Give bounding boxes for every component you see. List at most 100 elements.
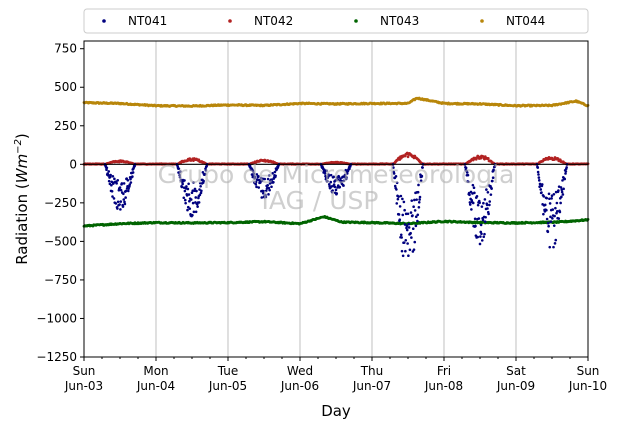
- data-point: [119, 188, 123, 192]
- data-point: [271, 171, 274, 175]
- data-point: [122, 192, 125, 196]
- data-point: [474, 224, 477, 228]
- data-point: [493, 165, 496, 169]
- data-point: [267, 174, 271, 177]
- data-point: [108, 175, 112, 179]
- data-point: [332, 183, 336, 186]
- data-point: [266, 177, 270, 181]
- data-point: [417, 205, 421, 209]
- data-point: [404, 212, 408, 216]
- data-point: [413, 209, 417, 212]
- data-point: [110, 189, 114, 193]
- data-point: [252, 172, 256, 175]
- data-point: [558, 210, 562, 214]
- data-point: [131, 175, 134, 178]
- data-point: [552, 245, 555, 249]
- y-tick-label: 500: [54, 80, 77, 94]
- data-point: [551, 208, 555, 211]
- data-point: [179, 178, 183, 182]
- x-tick-date-label: Jun-05: [208, 379, 247, 393]
- data-point: [465, 171, 469, 174]
- data-point: [557, 217, 561, 220]
- data-point: [339, 177, 342, 181]
- data-point: [540, 183, 544, 186]
- data-point: [485, 188, 488, 191]
- data-point: [414, 215, 418, 218]
- data-point: [490, 187, 493, 190]
- data-point: [332, 175, 336, 179]
- data-point: [116, 179, 120, 182]
- y-tick-label: −1250: [36, 350, 77, 364]
- data-point: [482, 235, 486, 239]
- data-point: [480, 205, 484, 208]
- data-point: [416, 213, 420, 217]
- data-point: [264, 195, 268, 199]
- data-point: [395, 188, 398, 191]
- data-point: [177, 167, 181, 170]
- data-point: [194, 196, 198, 199]
- y-axis-title: Radiation (Wm−2): [13, 133, 31, 265]
- data-point: [403, 208, 406, 212]
- x-tick-day-label: Tue: [217, 364, 239, 378]
- data-point: [405, 224, 409, 228]
- data-point: [538, 185, 541, 188]
- data-point: [395, 202, 399, 205]
- data-point: [483, 220, 487, 223]
- data-point: [555, 209, 559, 213]
- data-point: [482, 201, 485, 205]
- series-NT041: [103, 163, 569, 258]
- data-point: [548, 202, 552, 205]
- data-point: [489, 193, 493, 196]
- data-point: [413, 240, 417, 244]
- data-point: [342, 184, 345, 187]
- data-point: [187, 182, 190, 186]
- data-point: [488, 203, 491, 207]
- y-tick-label: −750: [44, 273, 77, 287]
- data-point: [329, 180, 333, 184]
- data-point: [199, 184, 202, 188]
- data-point: [183, 198, 187, 202]
- data-point: [467, 180, 470, 184]
- x-axis: SunJun-03MonJun-04TueJun-05WedJun-06ThuJ…: [64, 357, 607, 393]
- data-point: [181, 182, 184, 186]
- data-point: [549, 220, 553, 223]
- data-point: [122, 182, 126, 185]
- data-point: [406, 155, 410, 159]
- data-point: [542, 212, 545, 216]
- data-point: [479, 223, 483, 227]
- x-tick-day-label: Sat: [506, 364, 526, 378]
- data-point: [555, 211, 558, 215]
- data-point: [178, 173, 181, 177]
- data-point: [564, 170, 568, 173]
- data-point: [202, 179, 205, 183]
- legend-label-NT044: NT044: [506, 14, 545, 28]
- data-point: [487, 212, 490, 216]
- data-point: [340, 179, 343, 183]
- data-point: [409, 211, 413, 214]
- data-point: [273, 170, 277, 174]
- data-point: [480, 239, 484, 242]
- data-point: [107, 179, 111, 183]
- data-point: [116, 207, 119, 210]
- data-point: [198, 188, 201, 191]
- watermark: Grupo de Micrometeorologia IAG / USP: [158, 160, 515, 215]
- data-point: [260, 196, 264, 199]
- data-point: [338, 185, 342, 189]
- data-point: [399, 233, 403, 237]
- data-point: [476, 235, 480, 239]
- data-point: [267, 186, 271, 190]
- data-point: [127, 187, 130, 190]
- y-tick-label: −1000: [36, 311, 77, 325]
- data-point: [564, 172, 567, 175]
- data-point: [406, 212, 410, 216]
- data-point: [548, 197, 551, 201]
- data-point: [404, 249, 407, 253]
- data-point: [197, 201, 201, 204]
- data-point: [186, 208, 189, 212]
- data-point: [545, 196, 549, 200]
- data-point: [416, 219, 419, 223]
- data-point: [337, 175, 341, 179]
- data-point: [563, 177, 567, 181]
- data-point: [203, 172, 207, 176]
